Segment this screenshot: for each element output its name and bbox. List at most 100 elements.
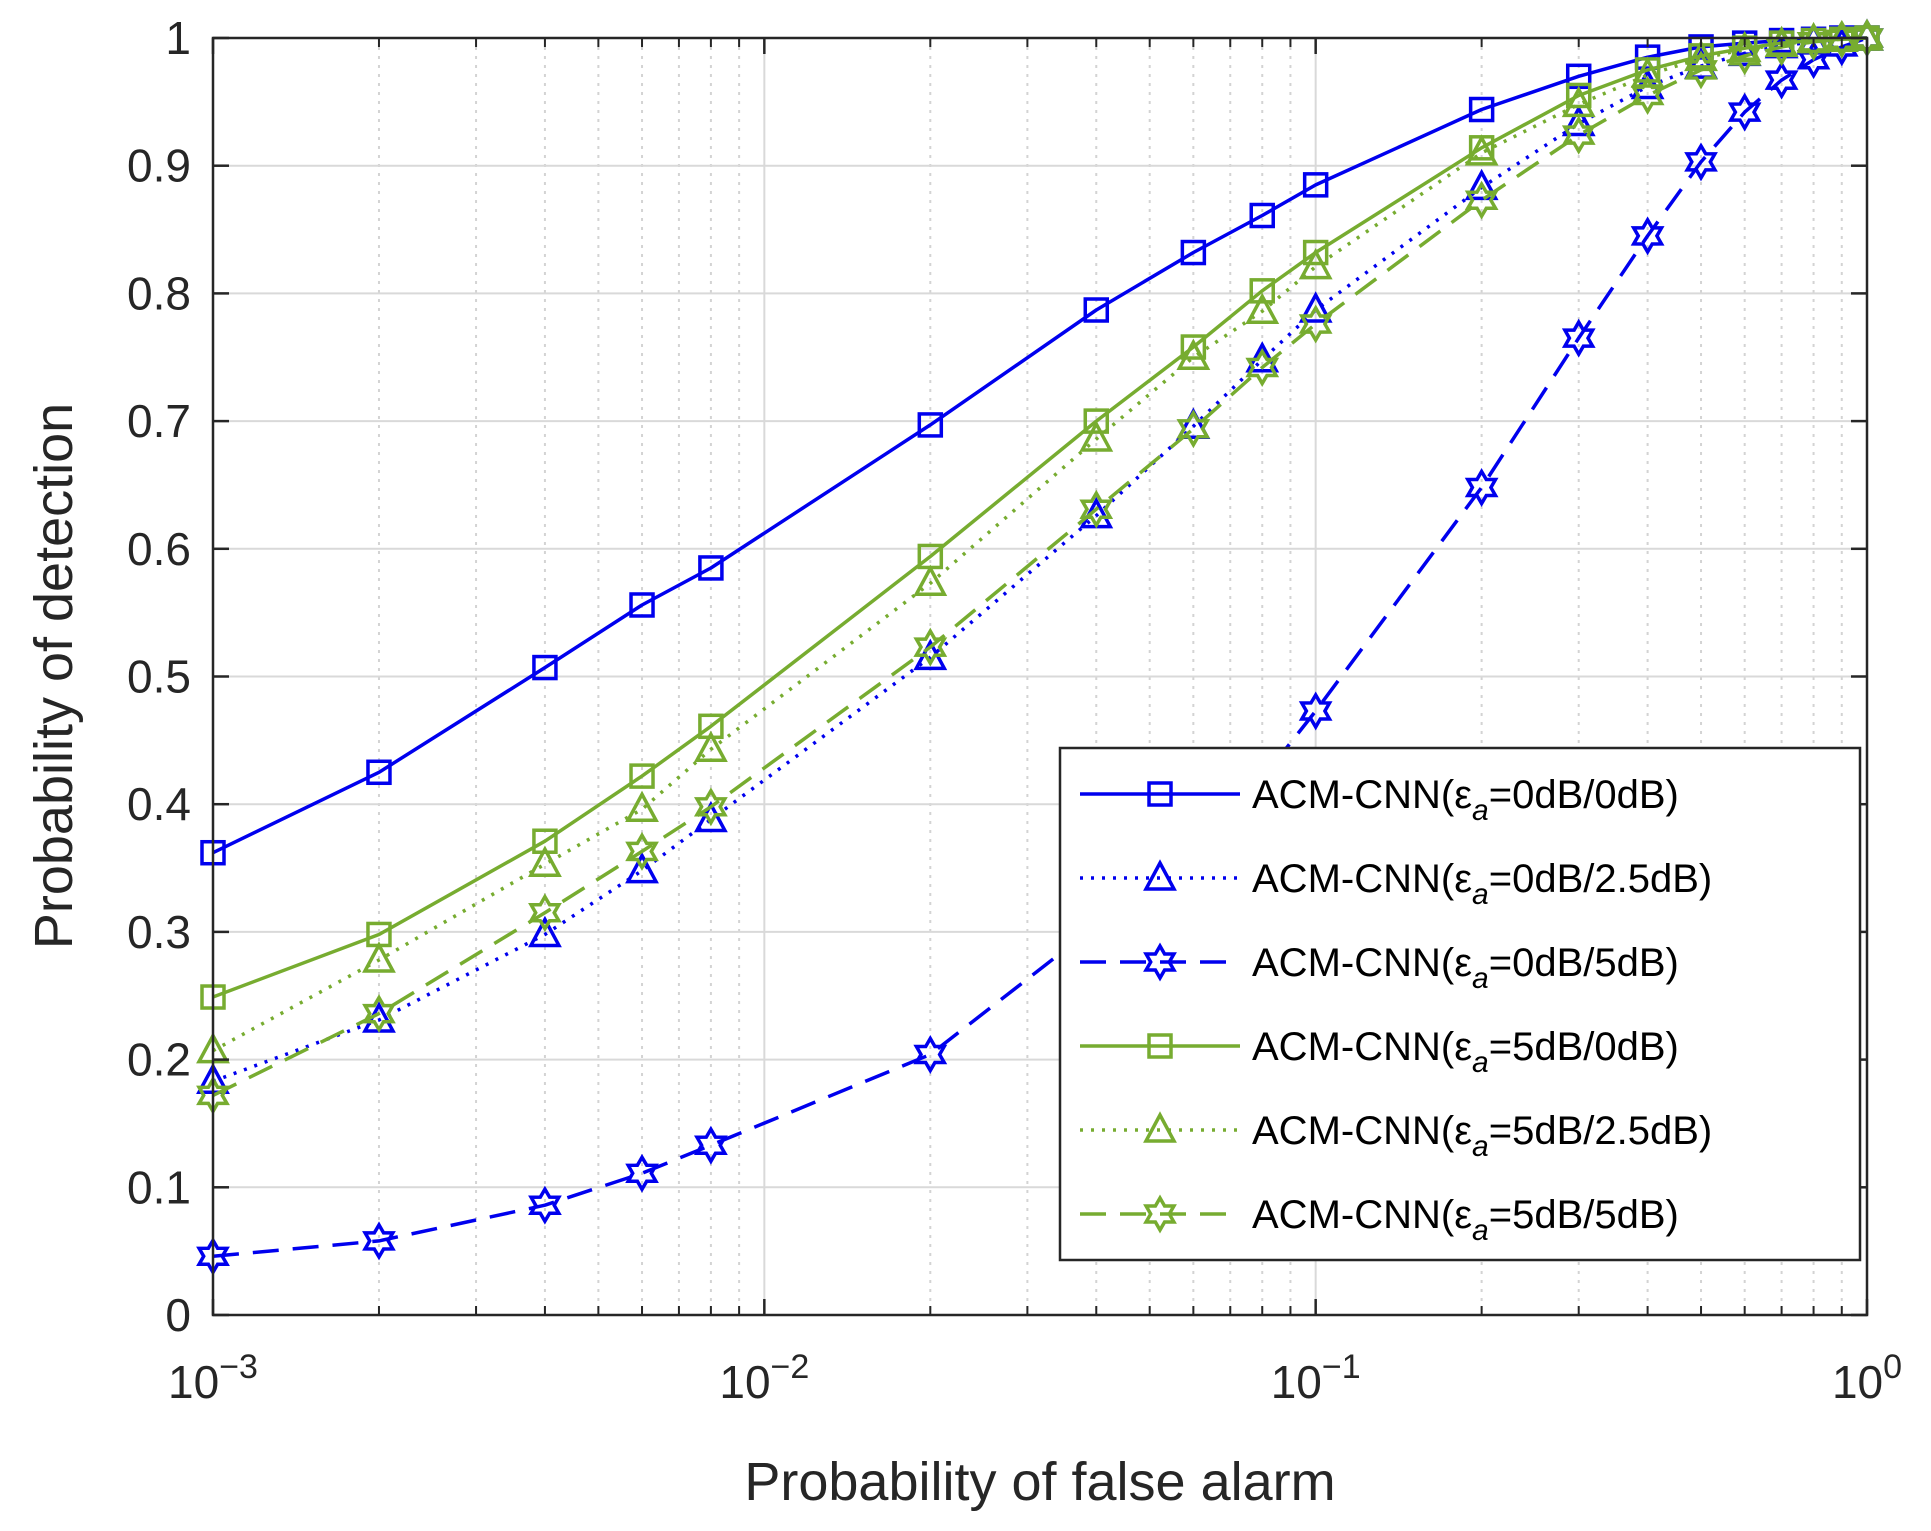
data-point [1630,216,1665,256]
data-point [1302,172,1329,198]
y-tick-label: 0.2 [127,1034,191,1086]
data-point [1302,239,1329,266]
data-point [1565,82,1592,109]
data-point [362,941,396,973]
y-tick-label: 0.5 [127,651,191,703]
data-point [1630,56,1665,88]
data-point [1180,334,1207,360]
data-point [1079,489,1114,529]
data-point [698,555,724,581]
data-point [1176,409,1211,449]
data-point [1561,104,1596,137]
data-point [1764,60,1799,100]
data-point [1464,168,1499,201]
x-tick-label: 100 [1832,1348,1902,1408]
legend-label: ACM-CNN(εa=5dB/2.5dB) [1252,1109,1712,1163]
data-point [625,1153,659,1193]
series-line [212,36,1868,1259]
data-point [1083,297,1110,323]
data-point [1079,420,1114,452]
data-point [1684,50,1718,90]
y-tick-label: 0.1 [127,1161,191,1213]
y-axis-label: Probability of detection [24,403,84,949]
legend-marker [1147,781,1173,807]
data-point [1245,348,1280,387]
data-point [625,831,659,871]
legend-entry: ACM-CNN(εa=0dB/2.5dB) [1080,857,1712,911]
data-point [1684,47,1718,79]
data-point [1464,468,1499,507]
legend-marker [1143,1194,1177,1234]
data-point [693,800,728,833]
data-point [1083,408,1110,434]
ticks [211,36,1869,1317]
tick-labels: 0 0.1 0.2 0.3 0.4 0.5 0.6 0.7 0.8 0.9 1 10−3 10−2 10−… [127,12,1902,1408]
x-tick-label: 10−2 [719,1348,809,1408]
y-tick-label: 0.8 [127,267,191,319]
data-point [528,915,562,948]
y-tick-label: 0.9 [127,140,191,192]
y-tick-label: 0.7 [127,395,191,447]
data-point [693,730,728,763]
data-point [1176,338,1211,370]
legend-entry: ACM-CNN(εa=0dB/0dB) [1080,773,1679,827]
legend-label: ACM-CNN(εa=0dB/5dB) [1252,941,1679,995]
data-point [1727,92,1762,132]
data-point [693,787,728,827]
legend-entry: ACM-CNN(εa=5dB/0dB) [1080,1025,1679,1079]
legend-marker [1143,859,1177,891]
data-point [913,1034,948,1075]
legend-entry: ACM-CNN(εa=5dB/2.5dB) [1080,1109,1712,1163]
data-point [362,1221,396,1261]
legend-marker [1143,1111,1177,1143]
y-tick-label: 0.4 [127,778,191,830]
data-point [917,412,944,438]
legend-marker [1147,1033,1173,1059]
data-point [1468,96,1495,123]
data-point [629,763,655,789]
data-point [1464,180,1499,220]
x-tick-label: 10−1 [1271,1348,1361,1408]
data-point [913,564,948,597]
data-point [1630,76,1665,116]
data-point [532,654,558,681]
x-axis-label: Probability of false alarm [744,1452,1335,1512]
data-point [528,893,562,933]
data-point [1298,291,1333,323]
data-point [1180,239,1207,266]
data-point [1684,142,1718,182]
legend-label: ACM-CNN(εa=5dB/0dB) [1252,1025,1679,1079]
legend-label: ACM-CNN(εa=0dB/2.5dB) [1252,857,1712,911]
data-point [693,1125,728,1165]
y-tick-label: 0.3 [127,906,191,958]
data-point [1176,407,1211,439]
data-point [1561,115,1596,155]
legend-box [1058,746,1862,1262]
data-point [1727,34,1762,67]
legend-label: ACM-CNN(εa=5dB/5dB) [1252,1193,1679,1247]
data-point [1245,292,1280,325]
data-point [1298,304,1333,344]
legend-marker [1143,942,1177,982]
legend-label: ACM-CNN(εa=0dB/0dB) [1252,773,1679,827]
data-point [1561,318,1596,358]
data-point [1298,691,1333,731]
data-point [1298,247,1333,280]
data-point [913,627,948,667]
y-tick-label: 0 [165,1289,191,1341]
data-point [1464,134,1499,166]
data-point [1249,202,1275,229]
x-tick-label: 10−3 [168,1348,258,1408]
data-point [625,790,659,823]
legend-entry: ACM-CNN(εa=5dB/5dB) [1080,1193,1679,1247]
data-point [629,592,655,618]
legend-entry: ACM-CNN(εa=0dB/5dB) [1080,941,1679,995]
data-point [1764,25,1799,58]
data-point [362,994,396,1034]
data-point [1561,85,1596,118]
data-point [528,845,562,877]
data-point [528,1185,562,1225]
y-tick-label: 0.6 [127,523,191,575]
data-point [1727,36,1762,76]
